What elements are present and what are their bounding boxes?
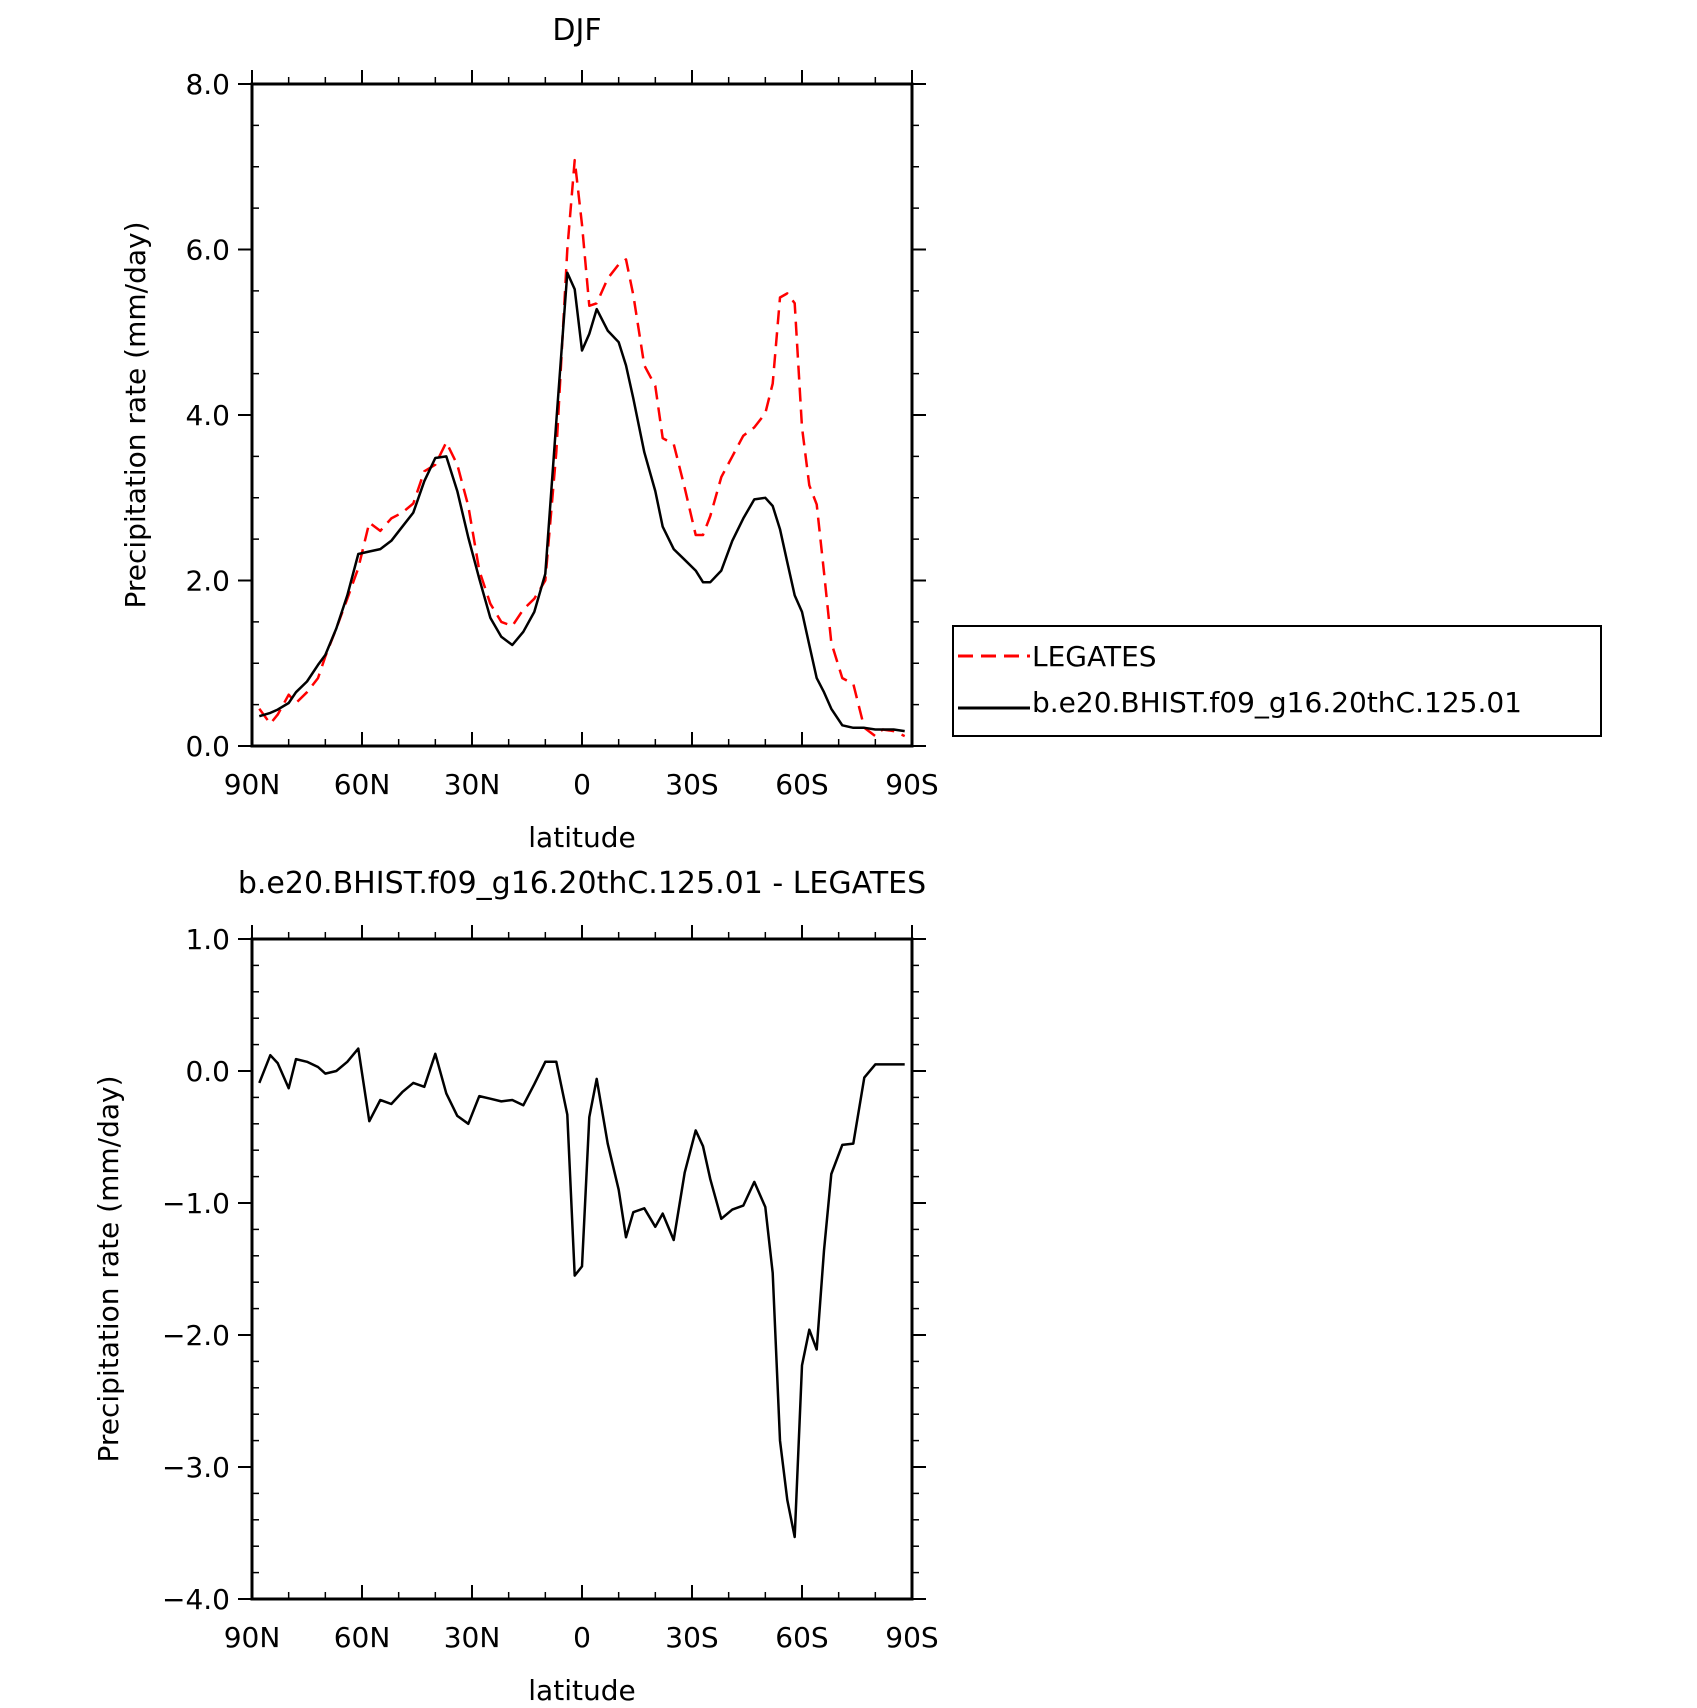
bottom-y-tick-label: −4.0	[162, 1583, 230, 1616]
top-x-tick-label: 60S	[775, 768, 828, 801]
top-x-tick-label: 90N	[224, 768, 281, 801]
bottom-tick-labels: 90N 60N 30N 0 30S 60S 90S −4.0 −3.0 −2.0 −1.0 0.0 1.…	[162, 923, 939, 1654]
top-y-tick-label: 4.0	[185, 399, 230, 432]
top-y-tick-label: 0.0	[185, 730, 230, 763]
legend-label-legates: LEGATES	[1032, 640, 1157, 673]
bottom-x-tick-label: 30S	[665, 1621, 718, 1654]
bottom-x-tick-label: 90N	[224, 1621, 281, 1654]
top-chart-title: DJF	[552, 13, 601, 48]
top-ticks	[238, 70, 926, 747]
bottom-x-axis-label: latitude	[528, 1674, 635, 1707]
bottom-y-tick-label: −1.0	[162, 1187, 230, 1220]
top-series-line-model	[258, 271, 905, 733]
bottom-x-tick-label: 30N	[444, 1621, 501, 1654]
top-x-tick-label: 30N	[444, 768, 501, 801]
bottom-y-axis-label: Precipitation rate (mm/day)	[92, 1075, 125, 1462]
top-tick-labels: 90N 60N 30N 0 30S 60S 90S 0.0 2.0 4.0 6.0 8.0	[185, 68, 938, 801]
top-y-tick-label: 6.0	[185, 234, 230, 267]
bottom-x-tick-label: 60N	[334, 1621, 391, 1654]
bottom-y-tick-label: 0.0	[185, 1055, 230, 1088]
top-plot-frame	[250, 82, 914, 748]
bottom-plot-frame	[250, 937, 914, 1601]
bottom-y-tick-label: −2.0	[162, 1319, 230, 1352]
top-series	[258, 158, 906, 738]
top-x-tick-label: 0	[573, 768, 591, 801]
top-x-tick-label: 30S	[665, 768, 718, 801]
bottom-ticks	[238, 925, 926, 1600]
bottom-x-tick-label: 60S	[775, 1621, 828, 1654]
legend: LEGATES b.e20.BHIST.f09_g16.20thC.125.01	[952, 625, 1602, 737]
bottom-chart-title: b.e20.BHIST.f09_g16.20thC.125.01 - LEGAT…	[238, 866, 926, 901]
bottom-x-tick-label: 0	[573, 1621, 591, 1654]
legend-box	[952, 625, 1602, 737]
bottom-x-tick-label: 90S	[885, 1621, 938, 1654]
bottom-y-tick-label: 1.0	[185, 923, 230, 956]
top-panel: DJF 90N 60N 30N 0 30S 60S 90S 0.0 2.0 4.0 6.0 8.0 l…	[119, 13, 939, 854]
bottom-series	[258, 1047, 905, 1539]
bottom-y-tick-label: −3.0	[162, 1451, 230, 1484]
top-series-line-legates	[258, 158, 906, 738]
bottom-panel: b.e20.BHIST.f09_g16.20thC.125.01 - LEGAT…	[92, 866, 939, 1707]
top-x-tick-label: 90S	[885, 768, 938, 801]
legend-label-model: b.e20.BHIST.f09_g16.20thC.125.01	[1032, 686, 1522, 719]
top-y-tick-label: 8.0	[185, 68, 230, 101]
top-y-tick-label: 2.0	[185, 565, 230, 598]
bottom-series-line-difference	[258, 1047, 905, 1539]
top-x-tick-label: 60N	[334, 768, 391, 801]
top-y-axis-label: Precipitation rate (mm/day)	[119, 221, 152, 608]
top-x-axis-label: latitude	[528, 821, 635, 854]
